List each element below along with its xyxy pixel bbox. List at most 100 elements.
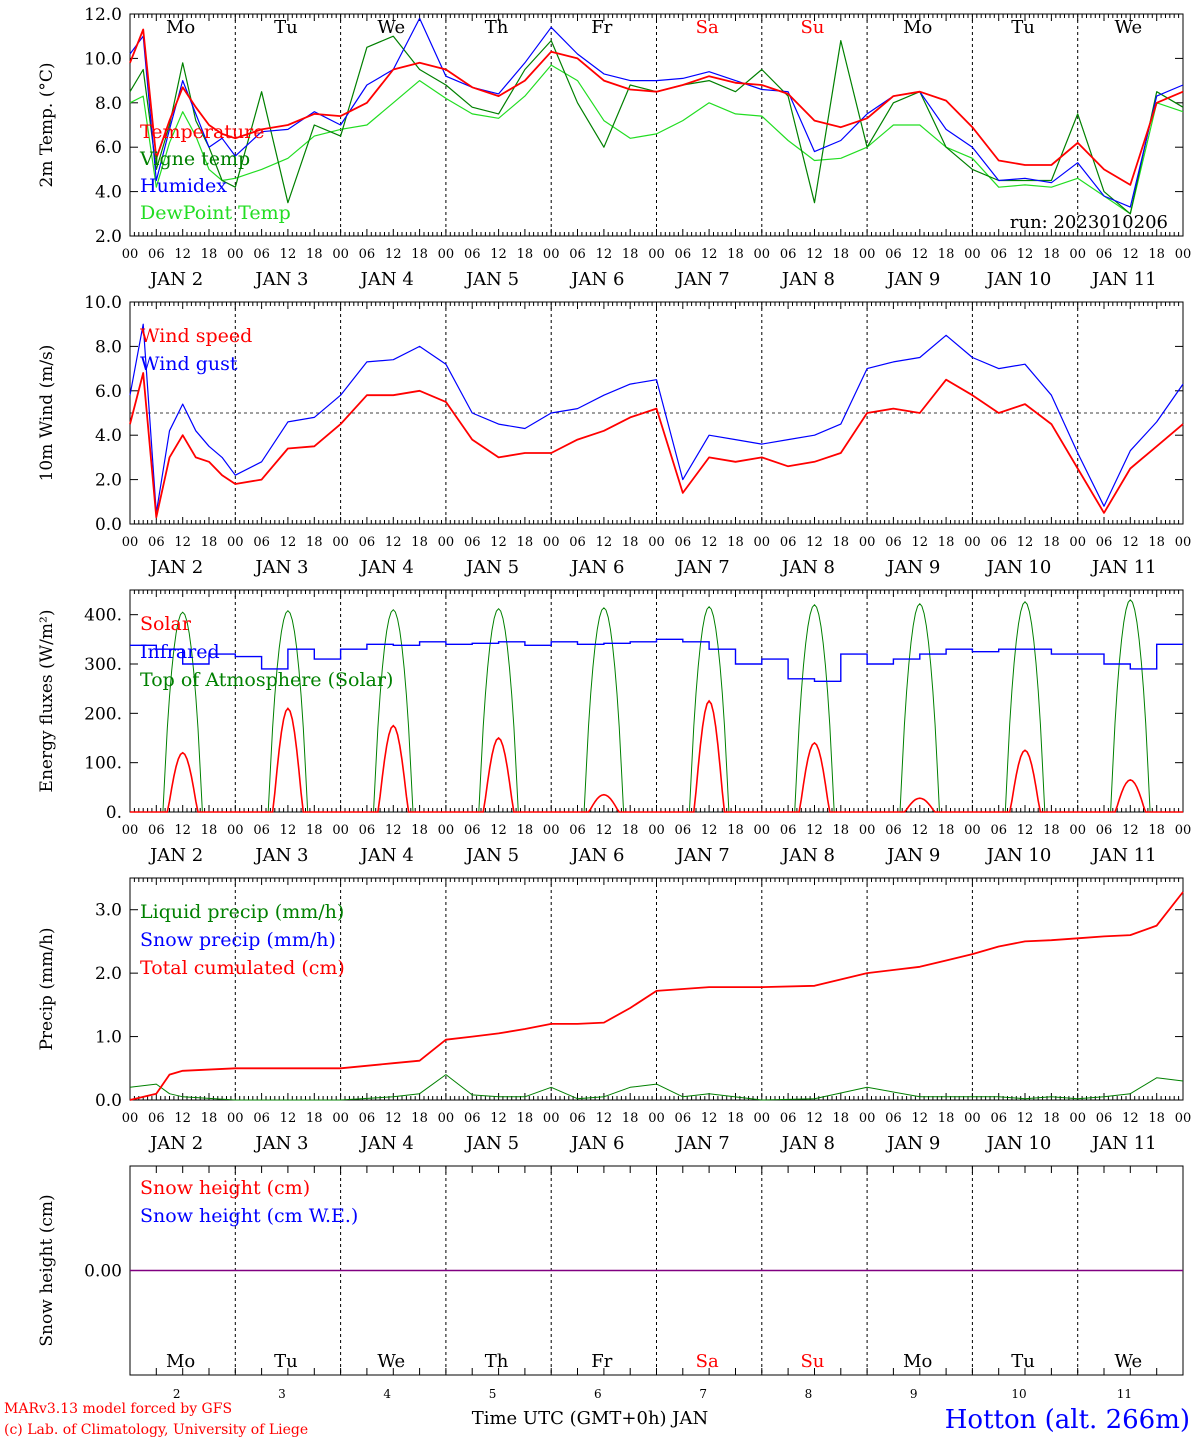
hour-tick-label: 06 [569,247,586,262]
hour-tick-label: 00 [754,1111,771,1126]
date-tick-label: JAN 2 [148,845,203,866]
legend-entry: Wind gust [140,353,238,375]
hour-tick-label: 12 [596,823,613,838]
y-tick-label: 400. [84,606,122,626]
y-tick-label: 0.00 [84,1262,122,1282]
hour-tick-label: 12 [1122,247,1139,262]
hour-tick-label: 18 [622,1111,639,1126]
legend-entry: Total cumulated (cm) [140,957,345,979]
series-infrared-line [130,638,1183,682]
legend-entry: Solar [140,613,192,635]
hour-tick-label: 18 [727,247,744,262]
y-tick-label: 1.0 [95,1028,122,1048]
date-tick-label: JAN 11 [1090,269,1157,290]
hour-tick-label: 18 [833,247,850,262]
hour-tick-label: 18 [517,1111,534,1126]
hour-tick-label: 18 [938,247,955,262]
date-tick-label: JAN 2 [148,1133,203,1154]
hour-tick-label: 00 [964,823,981,838]
legend-entry: DewPoint Temp [140,202,291,224]
hour-tick-label: 00 [859,823,876,838]
hour-tick-label: 12 [1122,535,1139,550]
hour-tick-label: 12 [490,1111,507,1126]
y-axis-label: Snow height (cm) [37,1194,57,1346]
date-tick-label: JAN 7 [675,557,730,578]
weekday-label: Sa [696,1351,719,1372]
y-tick-label: 4.0 [95,183,122,203]
hour-tick-label: 06 [780,535,797,550]
day-number-label: 7 [699,1387,707,1401]
hour-tick-label: 06 [569,535,586,550]
date-tick-label: JAN 10 [985,1133,1052,1154]
hour-tick-label: 18 [727,823,744,838]
date-tick-label: JAN 2 [148,557,203,578]
hour-tick-label: 18 [306,823,323,838]
hour-tick-label: 00 [648,247,665,262]
hour-tick-label: 06 [885,247,902,262]
hour-tick-label: 06 [1096,535,1113,550]
hour-tick-label: 06 [780,823,797,838]
legend-entry: Temperature [140,121,264,143]
y-tick-label: 6.0 [95,138,122,158]
day-number-label: 3 [278,1387,286,1401]
weekday-label: Mo [166,17,195,38]
date-tick-label: JAN 6 [569,269,624,290]
hour-tick-label: 06 [148,247,165,262]
hour-tick-label: 12 [1017,1111,1034,1126]
weekday-label: We [377,1351,405,1372]
date-tick-label: JAN 8 [780,269,835,290]
date-tick-label: JAN 9 [885,845,940,866]
hour-tick-label: 00 [227,247,244,262]
hour-tick-label: 18 [411,823,428,838]
hour-tick-label: 06 [885,535,902,550]
hour-tick-label: 00 [227,535,244,550]
hour-tick-label: 18 [201,1111,218,1126]
hour-tick-label: 12 [701,247,718,262]
weekday-label: Fr [591,1351,612,1372]
hour-tick-label: 18 [1043,823,1060,838]
hour-tick-label: 12 [174,1111,191,1126]
hour-tick-label: 06 [1096,823,1113,838]
date-tick-label: JAN 5 [464,269,519,290]
date-tick-label: JAN 6 [569,1133,624,1154]
weekday-label: We [377,17,405,38]
hour-tick-label: 06 [990,535,1007,550]
weekday-label: Th [485,17,509,38]
panel-5: 0.00 Snow height (cm) Mo Tu We Th Fr Sa Su Mo Tu We… [37,1165,1184,1401]
hour-tick-label: 00 [332,535,349,550]
legend-entry: Wind speed [140,325,252,347]
hour-tick-label: 18 [833,823,850,838]
hour-tick-label: 18 [622,535,639,550]
hour-tick-label: 00 [1069,1111,1086,1126]
hour-tick-label: 12 [806,535,823,550]
hour-tick-label: 00 [332,823,349,838]
hour-tick-label: 12 [385,247,402,262]
hour-tick-label: 12 [280,247,297,262]
hour-tick-label: 00 [1175,247,1192,262]
date-tick-label: JAN 3 [253,557,308,578]
hour-tick-label: 18 [201,247,218,262]
hour-tick-label: 18 [1043,247,1060,262]
y-tick-label: 0. [106,803,122,823]
date-tick-label: JAN 11 [1090,1133,1157,1154]
y-tick-label: 12.0 [84,5,122,25]
y-tick-label: 0.0 [95,515,122,535]
date-tick-label: JAN 4 [359,845,414,866]
day-number-label: 11 [1117,1387,1132,1401]
panel-4: 0.0 1.0 2.0 3.0 Precip (mm/h) 00 06 12 18 JAN 2 00… [37,877,1191,1154]
legend-entry: Infrared [140,641,220,663]
hour-tick-label: 00 [122,1111,139,1126]
hour-tick-label: 00 [438,823,455,838]
day-number-label: 4 [383,1387,391,1401]
y-axis-label: 2m Temp. (°C) [37,62,57,187]
hour-tick-label: 06 [464,535,481,550]
hour-tick-label: 12 [806,1111,823,1126]
date-tick-label: JAN 5 [464,1133,519,1154]
hour-tick-label: 00 [122,823,139,838]
hour-tick-label: 06 [464,247,481,262]
hour-tick-label: 00 [1069,823,1086,838]
station-name: Hotton (alt. 266m) [945,1405,1190,1435]
hour-tick-label: 12 [490,535,507,550]
hour-tick-label: 18 [938,535,955,550]
